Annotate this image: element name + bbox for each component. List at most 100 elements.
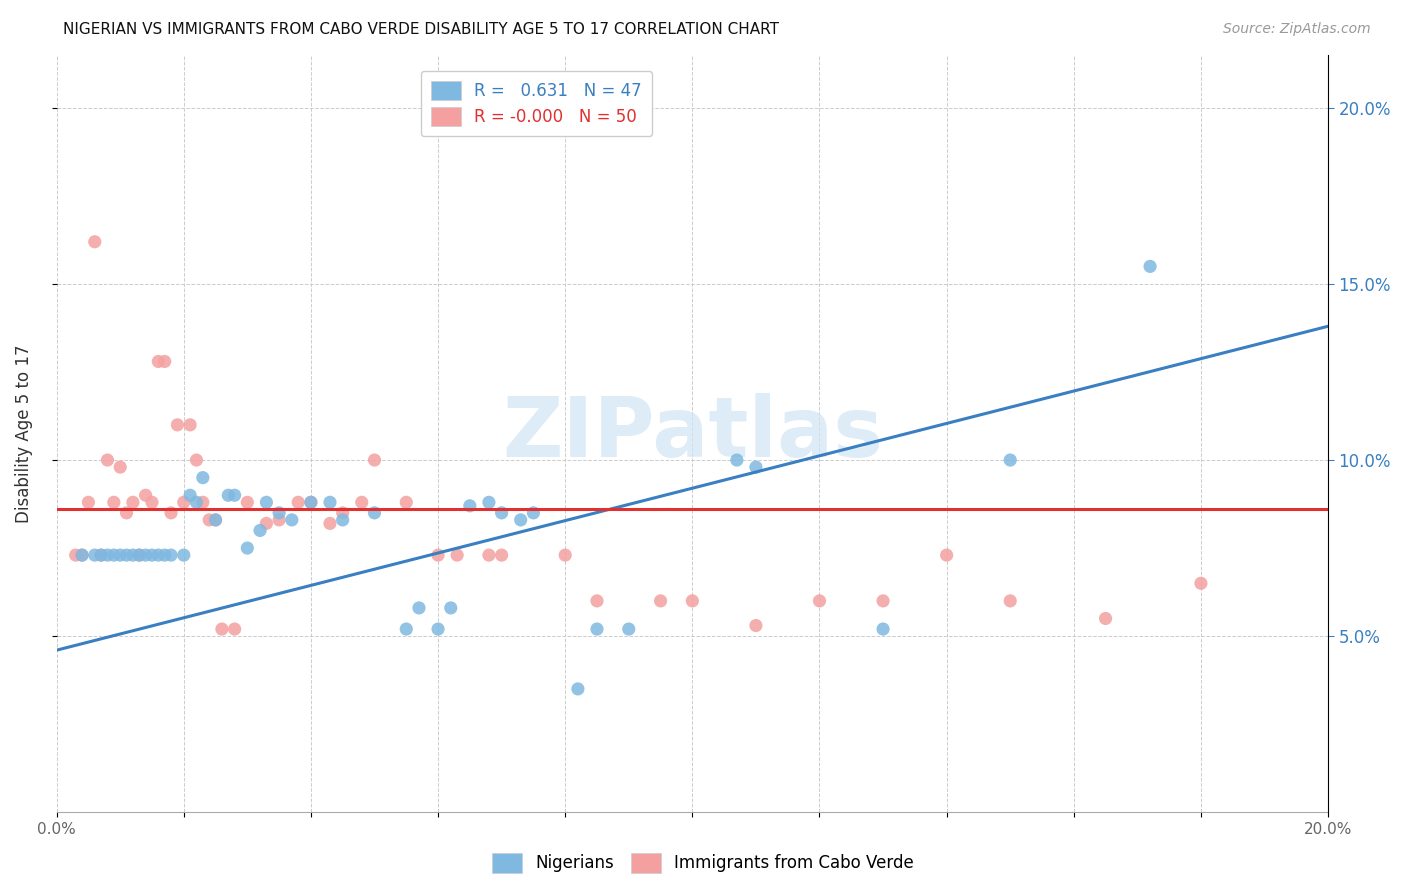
- Point: [96, 453, 118, 467]
- Point: [103, 548, 125, 562]
- Point: [108, 548, 131, 562]
- Point: [236, 541, 259, 555]
- Point: [440, 601, 463, 615]
- Point: [567, 681, 589, 696]
- Point: [186, 495, 208, 509]
- Point: [478, 548, 501, 562]
- Point: [128, 548, 150, 562]
- Point: [148, 354, 170, 368]
- Point: [122, 495, 145, 509]
- Point: [83, 235, 105, 249]
- Point: [173, 495, 195, 509]
- Point: [395, 622, 418, 636]
- Point: [115, 548, 138, 562]
- Point: [650, 594, 672, 608]
- Point: [254, 495, 277, 509]
- Point: [554, 548, 576, 562]
- Point: [153, 354, 176, 368]
- Point: [173, 548, 195, 562]
- Point: [363, 506, 385, 520]
- Point: [509, 513, 531, 527]
- Point: [1189, 576, 1212, 591]
- Point: [427, 622, 450, 636]
- Point: [148, 548, 170, 562]
- Point: [1000, 594, 1022, 608]
- Point: [872, 594, 894, 608]
- Point: [745, 618, 768, 632]
- Text: ZIPatlas: ZIPatlas: [502, 393, 883, 475]
- Point: [1000, 453, 1022, 467]
- Point: [249, 524, 271, 538]
- Legend: R =   0.631   N = 47, R = -0.000   N = 50: R = 0.631 N = 47, R = -0.000 N = 50: [420, 71, 652, 136]
- Point: [166, 417, 188, 432]
- Point: [179, 488, 201, 502]
- Point: [745, 460, 768, 475]
- Point: [204, 513, 226, 527]
- Point: [77, 495, 100, 509]
- Point: [872, 622, 894, 636]
- Point: [586, 594, 609, 608]
- Point: [122, 548, 145, 562]
- Point: [299, 495, 322, 509]
- Point: [491, 506, 513, 520]
- Point: [287, 495, 309, 509]
- Point: [198, 513, 221, 527]
- Point: [224, 488, 246, 502]
- Point: [281, 513, 304, 527]
- Point: [128, 548, 150, 562]
- Point: [319, 495, 342, 509]
- Point: [299, 495, 322, 509]
- Legend: Nigerians, Immigrants from Cabo Verde: Nigerians, Immigrants from Cabo Verde: [485, 847, 921, 880]
- Point: [478, 495, 501, 509]
- Point: [211, 622, 233, 636]
- Point: [1094, 611, 1116, 625]
- Point: [224, 622, 246, 636]
- Point: [141, 495, 163, 509]
- Point: [350, 495, 373, 509]
- Point: [160, 506, 183, 520]
- Point: [408, 601, 430, 615]
- Point: [269, 513, 291, 527]
- Point: [332, 506, 354, 520]
- Point: [191, 470, 214, 484]
- Point: [65, 548, 87, 562]
- Point: [522, 506, 544, 520]
- Point: [90, 548, 112, 562]
- Point: [319, 516, 342, 531]
- Point: [217, 488, 239, 502]
- Point: [204, 513, 226, 527]
- Point: [617, 622, 640, 636]
- Point: [96, 548, 118, 562]
- Point: [725, 453, 748, 467]
- Point: [254, 516, 277, 531]
- Point: [586, 622, 609, 636]
- Text: Source: ZipAtlas.com: Source: ZipAtlas.com: [1223, 22, 1371, 37]
- Point: [395, 495, 418, 509]
- Point: [363, 453, 385, 467]
- Point: [141, 548, 163, 562]
- Point: [427, 548, 450, 562]
- Point: [135, 548, 157, 562]
- Point: [191, 495, 214, 509]
- Point: [269, 506, 291, 520]
- Point: [236, 495, 259, 509]
- Point: [808, 594, 831, 608]
- Point: [179, 417, 201, 432]
- Point: [135, 488, 157, 502]
- Point: [108, 460, 131, 475]
- Point: [103, 495, 125, 509]
- Point: [83, 548, 105, 562]
- Point: [491, 548, 513, 562]
- Point: [90, 548, 112, 562]
- Y-axis label: Disability Age 5 to 17: Disability Age 5 to 17: [15, 344, 32, 523]
- Point: [681, 594, 703, 608]
- Text: NIGERIAN VS IMMIGRANTS FROM CABO VERDE DISABILITY AGE 5 TO 17 CORRELATION CHART: NIGERIAN VS IMMIGRANTS FROM CABO VERDE D…: [63, 22, 779, 37]
- Point: [153, 548, 176, 562]
- Point: [70, 548, 93, 562]
- Point: [115, 506, 138, 520]
- Point: [1139, 260, 1161, 274]
- Point: [186, 453, 208, 467]
- Point: [458, 499, 481, 513]
- Point: [446, 548, 468, 562]
- Point: [332, 513, 354, 527]
